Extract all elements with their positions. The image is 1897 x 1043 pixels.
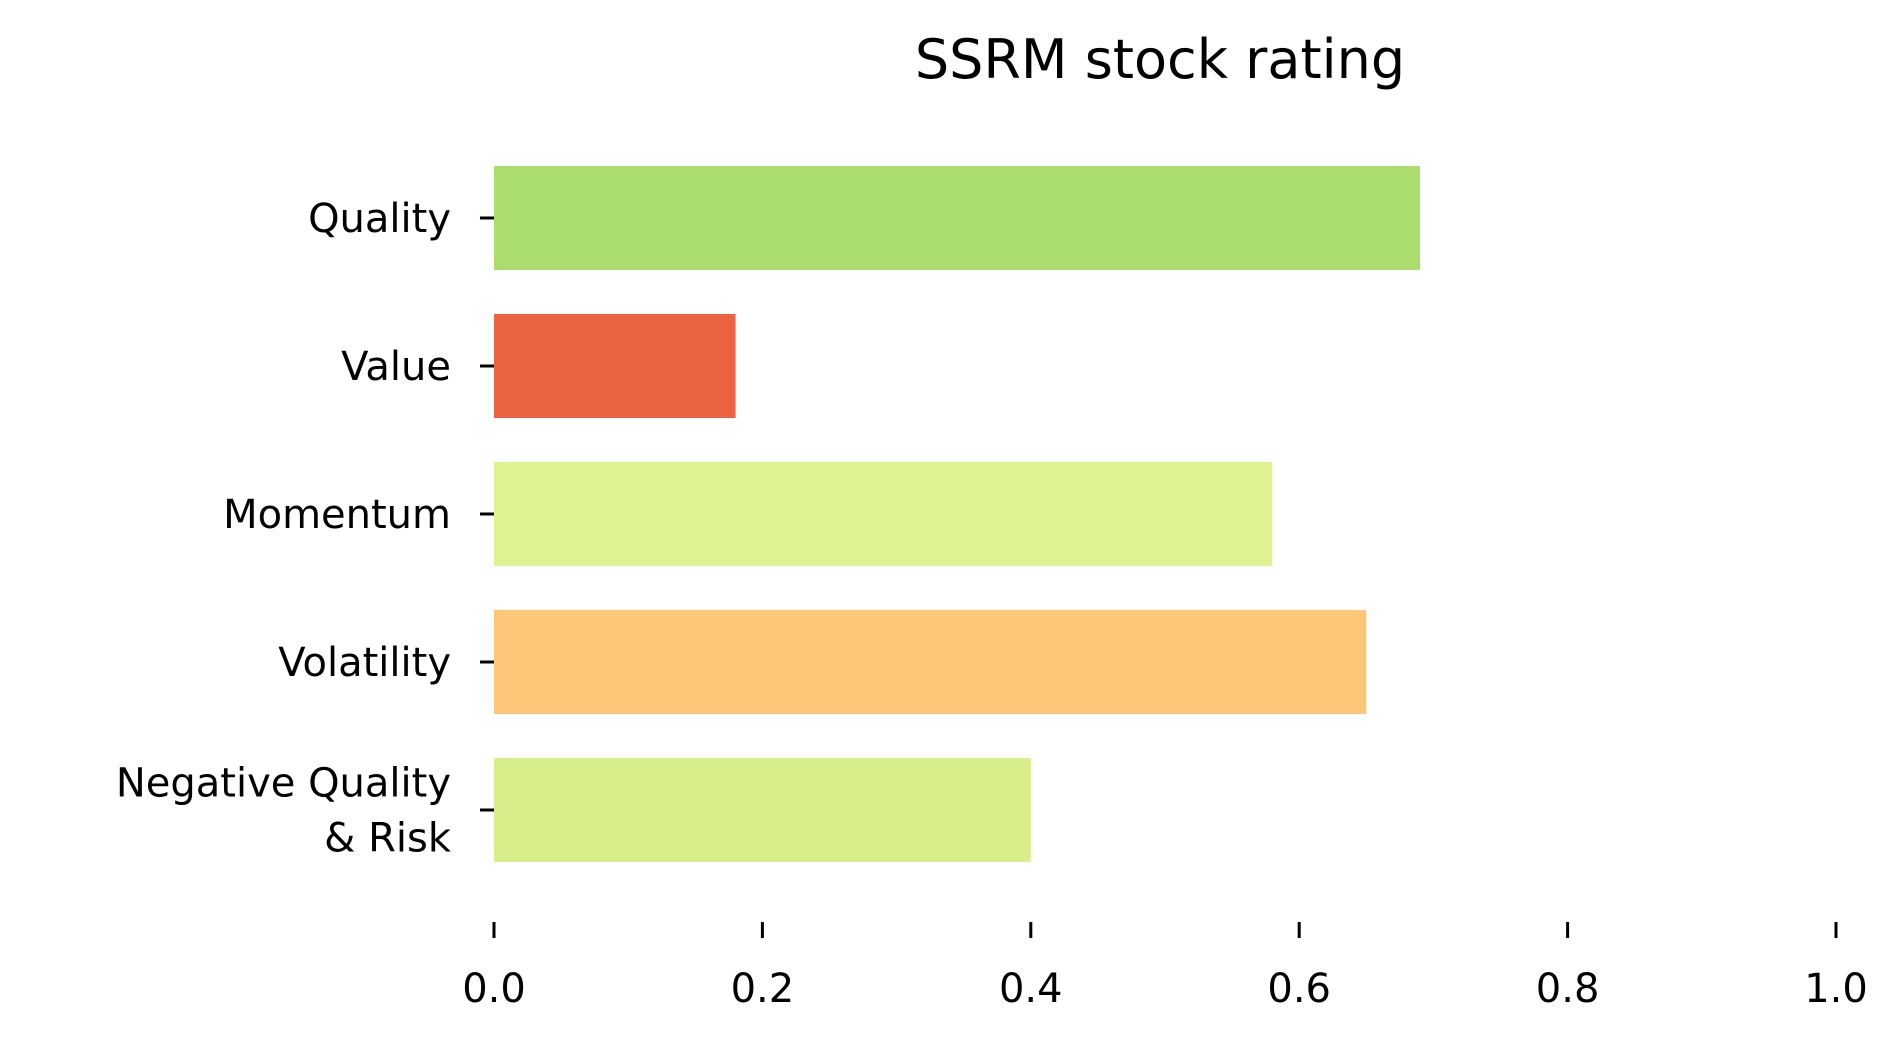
chart-title: SSRM stock rating: [915, 28, 1405, 91]
x-tick-label: 0.2: [731, 966, 795, 1012]
y-category-label: Value: [341, 344, 451, 390]
bar-1: [494, 314, 736, 418]
y-axis-category-labels: Quality Value Momentum Volatility Negative Q…: [116, 196, 494, 862]
x-tick-label: 1.0: [1804, 966, 1868, 1012]
bar-2: [494, 462, 1273, 566]
x-axis-ticks: 0.0 0.2 0.4 0.6 0.8 1.0: [462, 922, 1868, 1012]
bars-layer: [494, 166, 1420, 862]
y-category-label: Negative Quality & Risk: [116, 761, 452, 862]
x-tick-label: 0.6: [1267, 966, 1331, 1012]
bar-4: [494, 758, 1031, 862]
y-category-label: Momentum: [223, 492, 451, 538]
bar-0: [494, 166, 1420, 270]
x-tick-label: 0.4: [999, 966, 1063, 1012]
x-tick-label: 0.8: [1536, 966, 1600, 1012]
y-category-label: Volatility: [278, 640, 451, 686]
y-category-label: Quality: [308, 196, 451, 242]
x-tick-label: 0.0: [462, 966, 526, 1012]
bar-3: [494, 610, 1367, 714]
